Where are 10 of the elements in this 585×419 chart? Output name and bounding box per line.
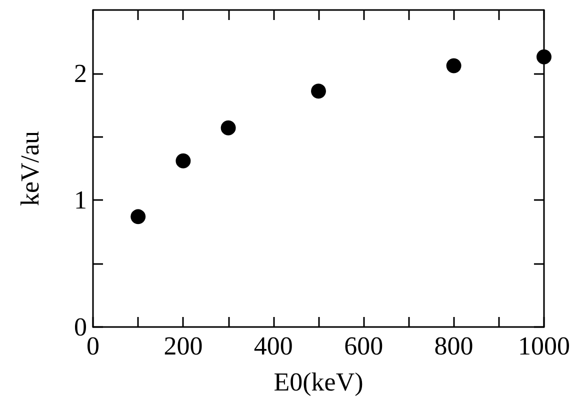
y-axis-title: keV/au (16, 130, 44, 206)
x-axis-title: E0(keV) (274, 368, 364, 396)
x-tick-label: 400 (254, 332, 293, 360)
x-tick-label: 1000 (518, 332, 570, 360)
y-tick-label: 0 (74, 312, 87, 342)
y-tick-label: 1 (74, 186, 87, 215)
x-tick-label: 800 (434, 332, 474, 360)
y-tick-label: 2 (74, 58, 87, 88)
x-tick-label: 200 (164, 332, 203, 360)
x-tick-label: 600 (344, 332, 384, 360)
